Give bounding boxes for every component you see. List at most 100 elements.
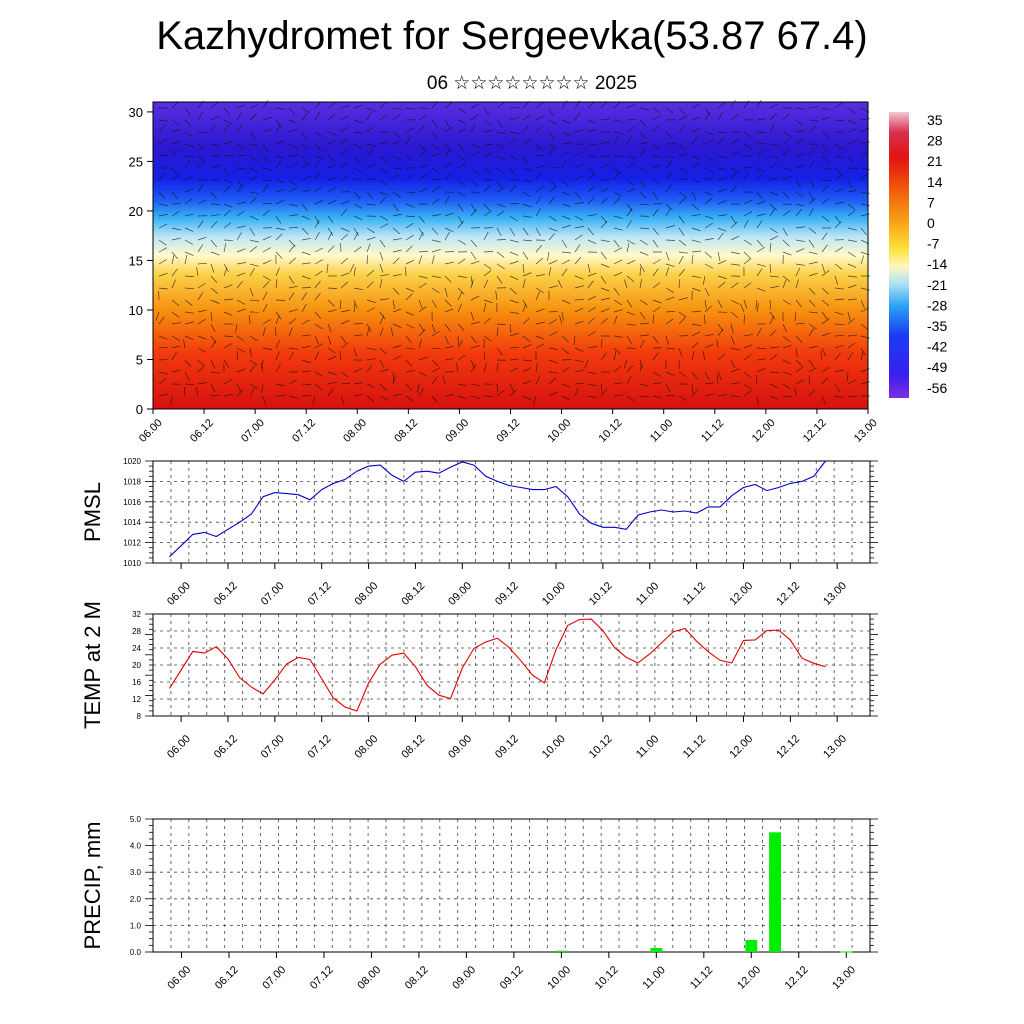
wind-vector [236, 308, 246, 313]
wind-vector [639, 167, 649, 173]
precip-grid [153, 819, 870, 952]
wind-vector [561, 347, 570, 355]
wind-vector [496, 383, 499, 394]
wind-vector [184, 239, 193, 245]
wind-vector [665, 310, 675, 313]
x-tick-label: 12.00 [750, 417, 778, 445]
wind-vector [860, 150, 869, 157]
wind-vector [405, 383, 413, 391]
wind-vector [717, 371, 722, 381]
wind-vector [340, 320, 350, 325]
wind-vector [847, 167, 858, 169]
wind-vector [457, 258, 466, 265]
pmsl-frame [152, 460, 871, 564]
wind-vector [496, 186, 505, 193]
wind-vector [808, 119, 819, 121]
wind-vector [808, 160, 815, 169]
wind-vector [366, 107, 376, 112]
wind-vector [665, 335, 669, 345]
x-tick-label: 13.00 [821, 733, 849, 761]
wind-vector [691, 103, 701, 109]
wind-vector [457, 354, 466, 361]
wind-vector [782, 299, 791, 305]
colorbar [889, 112, 909, 398]
wind-vector [509, 138, 518, 145]
wind-vector [275, 299, 286, 301]
wind-vector [587, 214, 597, 217]
wind-vector [483, 203, 491, 212]
wind-vector [158, 378, 167, 385]
wind-vector [808, 311, 818, 314]
wind-vector [171, 140, 181, 145]
wind-vector [821, 377, 829, 385]
wind-vector [339, 299, 342, 309]
wind-vector [444, 299, 452, 307]
wind-vector [743, 314, 745, 325]
wind-vector [392, 375, 397, 385]
wind-vector [444, 275, 452, 283]
wind-vector [184, 213, 194, 217]
wind-vector [769, 395, 779, 400]
wind-vector [678, 167, 688, 173]
wind-vector [340, 149, 348, 157]
wind-vector [795, 138, 804, 145]
wind-vector [236, 347, 246, 353]
wind-vector [431, 186, 440, 193]
wind-vector [600, 141, 610, 145]
wind-vector [483, 210, 492, 217]
wind-vector [639, 363, 642, 373]
wind-vector [431, 287, 440, 294]
x-tick-label: 11.00 [648, 417, 675, 444]
wind-vector [392, 213, 402, 217]
wind-vector [626, 311, 636, 316]
wind-vector [392, 191, 401, 198]
wind-vector [197, 318, 206, 325]
wind-vector [249, 364, 256, 373]
wind-vector [665, 107, 674, 114]
wind-vector [366, 203, 376, 206]
wind-vector [158, 359, 169, 361]
wind-vector [626, 188, 636, 193]
wind-vector [717, 232, 724, 241]
wind-vector [249, 263, 259, 267]
wind-vector [262, 179, 272, 182]
wind-vector [379, 395, 389, 401]
x-tick-label: 12.12 [801, 417, 829, 445]
wind-vector [314, 215, 320, 225]
wind-vector [587, 227, 594, 236]
wind-vector [431, 131, 439, 139]
wind-vector [756, 200, 766, 205]
wind-vector [652, 299, 662, 304]
wind-vector [275, 383, 285, 387]
wind-vector [184, 160, 190, 169]
wind-vector [769, 346, 779, 349]
wind-vector [171, 299, 180, 307]
wind-vector [561, 395, 571, 401]
wind-vector [171, 128, 181, 133]
wind-vector [431, 299, 437, 308]
wind-vector [821, 215, 830, 222]
wind-vector [223, 141, 233, 145]
wind-vector [379, 215, 389, 221]
wind-vector [171, 369, 181, 373]
wind-vector [184, 359, 192, 367]
wind-vector [249, 143, 259, 147]
wind-vector [535, 125, 543, 133]
wind-vector [652, 335, 659, 344]
wind-vector [665, 208, 671, 217]
wind-vector [340, 335, 347, 344]
wind-vector [431, 153, 441, 157]
wind-vector [821, 332, 831, 337]
wind-vector [340, 272, 350, 277]
wind-vector [847, 395, 857, 398]
wind-vector [327, 200, 337, 205]
wind-vector [626, 260, 636, 265]
wind-vector [743, 390, 752, 397]
wind-vector [288, 347, 298, 350]
wind-vector [561, 366, 570, 373]
wind-vector [548, 232, 556, 241]
wind-vector [821, 318, 830, 325]
wind-vector [301, 131, 307, 140]
wind-vector [431, 376, 438, 385]
wind-vector [769, 371, 779, 374]
